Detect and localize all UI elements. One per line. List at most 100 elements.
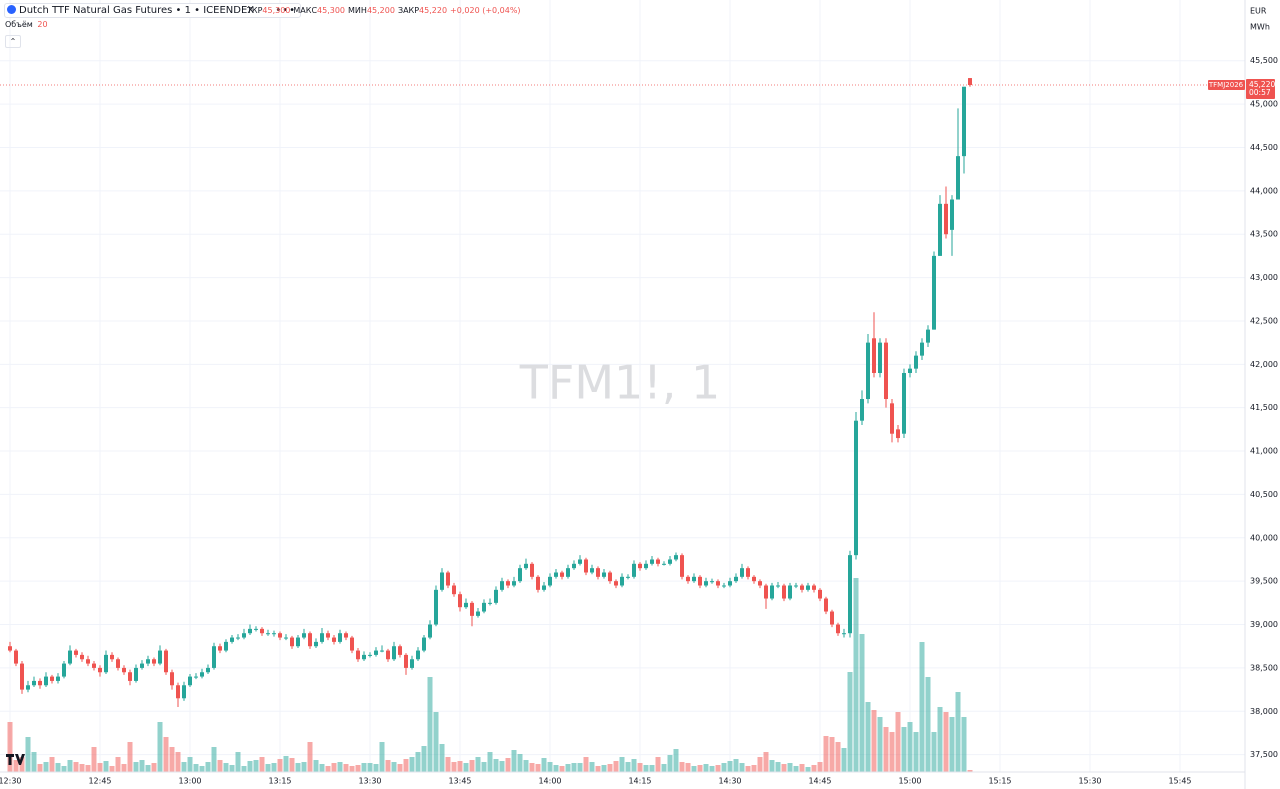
candle-body (176, 685, 180, 699)
change: +0,020 (+0,04%) (450, 6, 521, 15)
volume-bar (673, 749, 679, 772)
candle-body (206, 667, 210, 673)
volume-bar (37, 764, 43, 772)
candle-body (422, 637, 426, 651)
volume-bar (883, 727, 889, 772)
volume-bar (847, 672, 853, 772)
volume-bar (811, 765, 817, 772)
volume-bar (43, 762, 49, 772)
x-tick-label: 14:45 (808, 777, 831, 786)
candle-body (554, 572, 558, 577)
candle-body (398, 646, 402, 655)
candle-body (338, 633, 342, 642)
volume-bar (331, 763, 337, 772)
candle-body (764, 585, 768, 599)
volume-bar (307, 742, 313, 772)
volume-bar (751, 765, 757, 772)
x-tick-label: 12:30 (0, 777, 22, 786)
volume-bar (103, 761, 109, 772)
candle-body (878, 342, 882, 373)
volume-bar (277, 759, 283, 772)
candle-body (698, 576, 702, 586)
candle-body (56, 676, 60, 681)
candle-body (572, 563, 576, 569)
volume-bar (667, 755, 673, 772)
y-tick-label: 38,000 (1250, 707, 1278, 716)
candle-body (326, 633, 330, 638)
volume-bar (715, 765, 721, 772)
x-tick-label: 13:30 (358, 777, 381, 786)
candle-body (680, 555, 684, 577)
candle-body (506, 581, 510, 586)
volume-bar (547, 762, 553, 772)
volume-bar (529, 763, 535, 772)
volume-bar (595, 766, 601, 772)
volume-bar (295, 763, 301, 772)
volume-bar (481, 762, 487, 772)
volume-bar (625, 762, 631, 772)
volume-bar (517, 754, 523, 772)
volume-bar (109, 766, 115, 772)
candle-body (794, 585, 798, 587)
volume-bar (169, 747, 175, 772)
candle-body (74, 650, 78, 655)
volume-bar (787, 763, 793, 772)
collapse-button[interactable]: ⌃ (5, 35, 21, 48)
volume-bar (967, 770, 973, 772)
candle-body (98, 667, 102, 673)
ohlc-label: ЗАКР (397, 6, 420, 15)
candle-body (692, 576, 696, 582)
candle-body (128, 672, 132, 681)
volume-bar (799, 764, 805, 772)
volume-bar (73, 762, 79, 772)
candle-body (368, 654, 372, 656)
volume-bar (319, 764, 325, 772)
volume-bar (379, 742, 385, 772)
candle-body (248, 628, 252, 634)
volume-bar (301, 762, 307, 772)
volume-bar (727, 761, 733, 772)
candle-body (872, 338, 876, 373)
candle-body (146, 659, 150, 664)
volume-bar (211, 747, 217, 772)
volume-bar (781, 764, 787, 772)
candle-body (62, 663, 66, 677)
volume-bar (571, 763, 577, 772)
candle-body (350, 637, 354, 651)
volume-bar (829, 737, 835, 772)
price-tag-label: 45,220 (1249, 80, 1275, 89)
x-tick-label: 14:00 (538, 777, 561, 786)
more-button[interactable]: ••• (275, 5, 297, 16)
volume-bar (511, 750, 517, 772)
candle-body (230, 637, 234, 642)
volume-bar (241, 766, 247, 772)
ohlc-value: 45,300 (317, 6, 346, 15)
volume-bar (577, 763, 583, 772)
candle-body (788, 585, 792, 599)
watermark: TFM1!, 1 (519, 356, 720, 410)
y-tick-label: 43,000 (1250, 273, 1278, 282)
volume-bar (583, 757, 589, 772)
volume-bar (961, 717, 967, 772)
y-tick-label: 45,500 (1250, 56, 1278, 65)
volume-bar (937, 707, 943, 772)
volume-bar (61, 766, 67, 772)
candle-body (758, 581, 762, 586)
ohlc-label: ТКР (247, 6, 263, 15)
volume-bar (391, 762, 397, 772)
price-tag (1246, 79, 1275, 100)
volume-bar (25, 737, 31, 772)
candle-body (596, 568, 600, 577)
candle-body (272, 633, 276, 635)
volume-bar (709, 766, 715, 772)
volume-bar (127, 742, 133, 772)
candle-body (524, 563, 528, 569)
symbol-box[interactable]: Dutch TTF Natural Gas Futures • 1 • ICEE… (4, 3, 302, 18)
volume-bar (397, 764, 403, 772)
ohlc-legend: ТКР45,300 МАКС45,300 МИН45,200 ЗАКР45,220 +0… (247, 6, 521, 15)
volume-bar (697, 765, 703, 772)
candle-body (362, 654, 366, 660)
volume-bar (763, 752, 769, 772)
candle-body (80, 654, 84, 660)
volume-bar (289, 758, 295, 772)
